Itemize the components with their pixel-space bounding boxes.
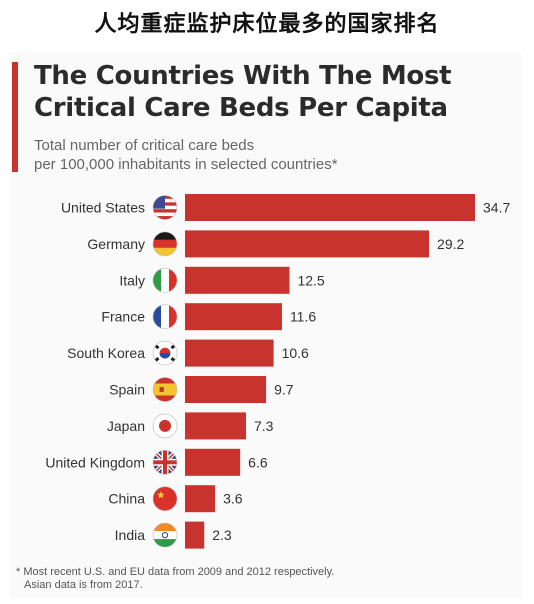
- india-flag-icon: [152, 522, 178, 548]
- category-label: Japan: [107, 418, 145, 434]
- bar: [185, 230, 430, 258]
- subtitle-line-1: Total number of critical care beds: [34, 137, 255, 154]
- title-accent-bar: [12, 62, 18, 172]
- banner-title: 人均重症监护床位最多的国家排名: [94, 12, 440, 37]
- bar: [185, 376, 267, 403]
- category-label: Italy: [119, 272, 145, 288]
- value-label: 29.2: [437, 236, 464, 252]
- value-label: 3.6: [223, 491, 243, 507]
- category-label: India: [115, 527, 146, 543]
- value-label: 9.7: [274, 382, 294, 398]
- bar: [185, 339, 274, 367]
- bar-row: India 2.3: [115, 521, 232, 549]
- us-flag-icon: [152, 195, 178, 220]
- south-korea-flag-icon: [152, 340, 178, 366]
- category-label: China: [108, 491, 145, 507]
- value-label: 10.6: [282, 345, 309, 361]
- bar-row: United Kingdom 6.6: [45, 448, 268, 476]
- value-label: 6.6: [248, 454, 268, 470]
- value-label: 11.6: [290, 309, 316, 325]
- value-label: 7.3: [254, 418, 274, 434]
- category-label: United Kingdom: [45, 454, 145, 470]
- bar-row: United States 34.7: [61, 194, 510, 221]
- bar: [185, 448, 241, 476]
- france-flag-icon: [152, 304, 178, 329]
- germany-flag-icon: [152, 231, 178, 257]
- chart-title: The Countries With The Most Critical Car…: [34, 61, 452, 123]
- subtitle-line-2: per 100,000 inhabitants in selected coun…: [34, 156, 338, 173]
- bar: [185, 412, 247, 440]
- value-label: 34.7: [483, 200, 510, 216]
- japan-flag-icon: [152, 413, 178, 439]
- italy-flag-icon: [152, 268, 178, 293]
- category-label: Germany: [87, 236, 145, 252]
- value-label: 2.3: [212, 527, 232, 543]
- bar-row: Japan 7.3: [107, 412, 274, 440]
- bar-row: France 11.6: [101, 303, 316, 331]
- bar: [185, 194, 475, 221]
- bar-row: China 3.6: [108, 485, 243, 513]
- spain-flag-icon: [152, 377, 178, 402]
- category-label: France: [101, 309, 145, 325]
- footnote-line-2: Asian data is from 2017.: [24, 579, 143, 591]
- footnote-line-1: * Most recent U.S. and EU data from 2009…: [16, 566, 335, 578]
- footnote: * Most recent U.S. and EU data from 2009…: [16, 566, 516, 592]
- bar-chart: United States 34.7 Germany 29.2 Italy 12.5 Fra…: [45, 194, 510, 549]
- bar-row: South Korea 10.6: [67, 339, 309, 367]
- chart-subtitle: Total number of critical care beds per 1…: [34, 136, 514, 174]
- value-label: 12.5: [297, 272, 324, 288]
- bar: [185, 266, 290, 294]
- bar: [185, 521, 205, 549]
- category-label: Spain: [109, 382, 145, 398]
- bar-row: Germany 29.2: [87, 230, 464, 258]
- uk-flag-icon: [152, 449, 178, 475]
- bar: [185, 303, 282, 331]
- category-label: United States: [61, 200, 145, 216]
- china-flag-icon: [152, 486, 178, 512]
- bar-row: Italy 12.5: [119, 266, 325, 294]
- category-label: South Korea: [67, 345, 145, 361]
- bar-row: Spain 9.7: [109, 376, 294, 403]
- bar: [185, 485, 216, 513]
